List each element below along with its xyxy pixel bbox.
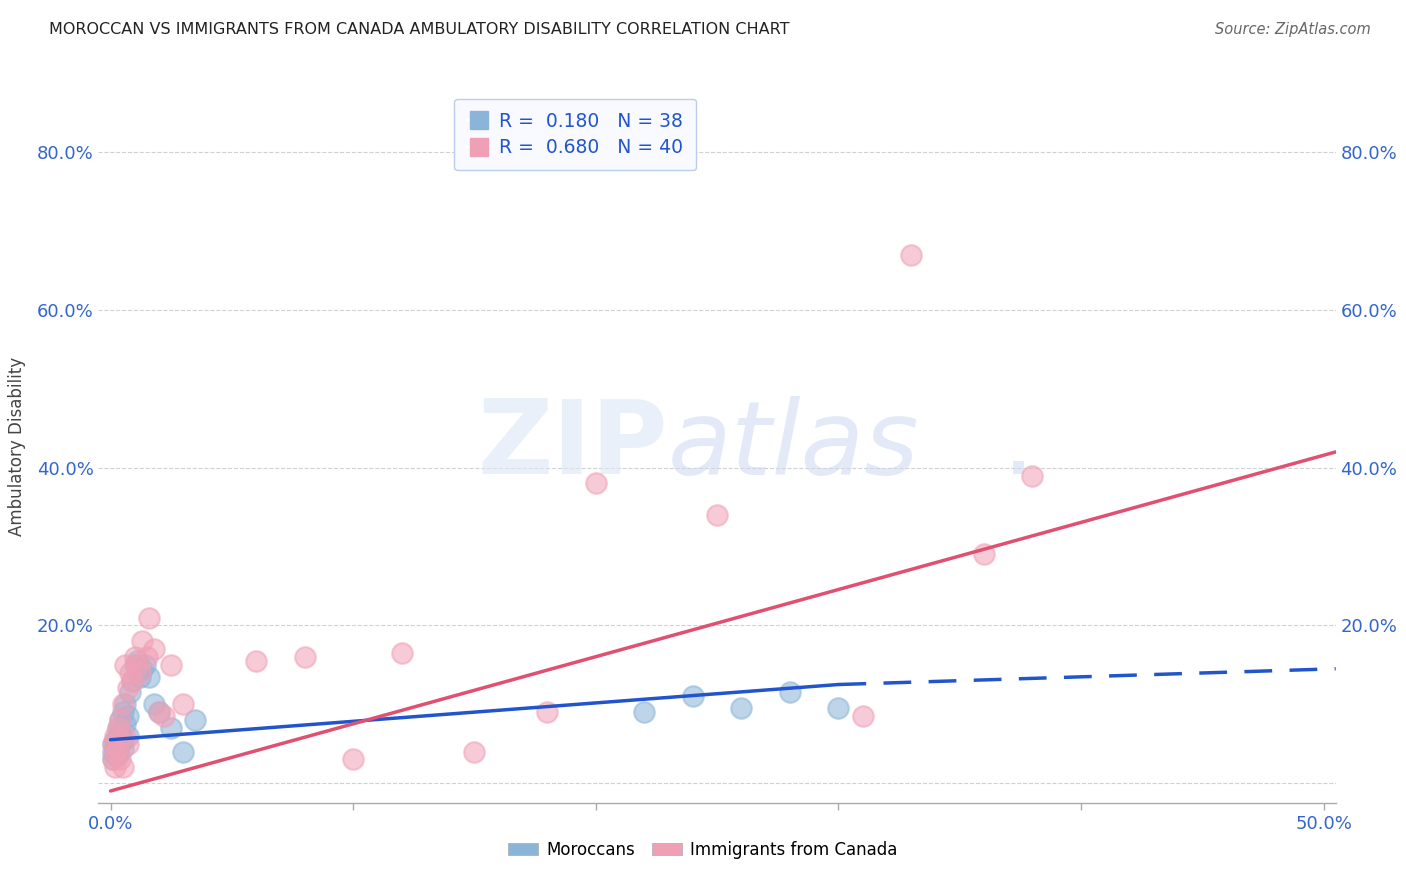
Point (536, 705, 558, 719)
Point (148, 705, 170, 719)
Point (110, 752, 132, 766)
Point (706, 508, 728, 522)
Point (110, 713, 132, 727)
Point (1021, 468, 1043, 483)
Point (131, 634, 153, 648)
Text: ZIP: ZIP (477, 395, 668, 497)
Point (138, 610, 160, 624)
Point (131, 662, 153, 676)
Legend: Moroccans, Immigrants from Canada: Moroccans, Immigrants from Canada (502, 835, 904, 866)
Point (633, 705, 655, 719)
Point (107, 729, 129, 743)
Point (827, 701, 849, 715)
Legend: R =  0.180   N = 38, R =  0.680   N = 40: R = 0.180 N = 38, R = 0.680 N = 40 (454, 99, 696, 170)
Point (117, 709, 139, 723)
Point (114, 698, 136, 712)
Point (101, 745, 124, 759)
Point (153, 709, 176, 723)
Point (118, 665, 141, 680)
Point (172, 698, 194, 712)
Point (104, 745, 127, 759)
Point (107, 748, 129, 763)
Point (585, 476, 607, 491)
Point (124, 657, 146, 672)
Point (104, 760, 127, 774)
Point (110, 724, 132, 739)
Point (160, 721, 183, 735)
Point (101, 737, 124, 751)
Point (107, 721, 129, 735)
Point (104, 732, 127, 747)
Point (294, 649, 316, 664)
Point (127, 654, 149, 668)
Point (118, 685, 141, 699)
Y-axis label: Ambulatory Disability: Ambulatory Disability (7, 357, 25, 535)
Point (117, 729, 139, 743)
Point (148, 705, 170, 719)
Point (114, 729, 136, 743)
Point (900, 248, 922, 262)
Point (184, 713, 207, 727)
Point (160, 657, 183, 672)
Point (111, 732, 134, 747)
Point (117, 681, 139, 696)
Point (463, 745, 485, 759)
Point (973, 548, 995, 562)
Point (342, 752, 364, 766)
Point (730, 701, 752, 715)
Point (128, 665, 150, 680)
Point (172, 745, 194, 759)
Point (143, 698, 166, 712)
Point (682, 690, 704, 704)
Point (114, 717, 136, 731)
Point (111, 698, 134, 712)
Point (143, 642, 166, 657)
Point (114, 657, 136, 672)
Text: MOROCCAN VS IMMIGRANTS FROM CANADA AMBULATORY DISABILITY CORRELATION CHART: MOROCCAN VS IMMIGRANTS FROM CANADA AMBUL… (49, 22, 790, 37)
Point (104, 740, 127, 755)
Point (391, 646, 413, 660)
Point (111, 760, 134, 774)
Point (110, 737, 132, 751)
Point (136, 649, 159, 664)
Point (101, 752, 124, 766)
Point (101, 752, 124, 766)
Point (852, 709, 875, 723)
Text: .: . (1001, 395, 1035, 497)
Point (104, 748, 127, 763)
Text: atlas: atlas (668, 396, 920, 496)
Point (111, 705, 134, 719)
Point (104, 729, 127, 743)
Point (128, 670, 150, 684)
Point (138, 670, 160, 684)
Text: Source: ZipAtlas.com: Source: ZipAtlas.com (1215, 22, 1371, 37)
Point (117, 737, 139, 751)
Point (101, 737, 124, 751)
Point (245, 654, 267, 668)
Point (110, 713, 132, 727)
Point (121, 673, 143, 688)
Point (124, 649, 146, 664)
Point (107, 740, 129, 755)
Point (111, 740, 134, 755)
Point (121, 673, 143, 688)
Point (107, 721, 129, 735)
Point (779, 685, 801, 699)
Point (127, 657, 149, 672)
Point (107, 745, 129, 759)
Point (134, 657, 156, 672)
